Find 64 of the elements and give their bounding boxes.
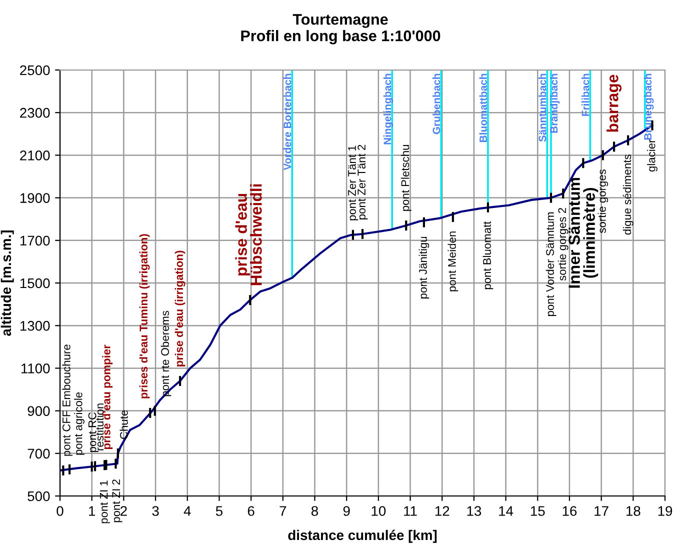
ref-line-label: Ningelingbach xyxy=(383,74,394,144)
ref-line-label: Sänntumbach xyxy=(538,74,546,142)
annotation: digue sédiments xyxy=(622,154,634,235)
x-axis-title: distance cumulée [km] xyxy=(288,530,437,543)
x-tick-label: 19 xyxy=(658,506,672,516)
annotation: pont agricole xyxy=(74,392,84,455)
annotation: prise d'eau pompier xyxy=(102,344,113,449)
annotation: pont rte Oberems xyxy=(160,310,172,396)
annotation: pont Vorder Sänntum xyxy=(546,212,556,316)
x-tick-label: 18 xyxy=(626,506,640,516)
x-tick-label: 12 xyxy=(435,506,450,516)
annotation: glacier xyxy=(647,139,658,172)
x-tick-label: 4 xyxy=(184,506,191,516)
ref-line-label: Grubenbach xyxy=(432,74,440,134)
annotation: pont Meiden xyxy=(448,232,458,292)
y-tick-label: 900 xyxy=(28,406,50,416)
annotation: sortie gorges 2 xyxy=(558,208,568,281)
x-tick-label: 15 xyxy=(530,506,545,516)
annotation: sortie gorges xyxy=(598,169,608,234)
annotation: prise d'eau (irrigation) xyxy=(174,250,186,366)
annotation: prises d'eau Tuminu (irrigation) xyxy=(139,234,150,398)
x-tick-label: 10 xyxy=(372,506,386,516)
y-tick-label: 2500 xyxy=(20,65,50,76)
x-tick-label: 1 xyxy=(89,506,96,516)
annotation: Chute xyxy=(120,410,128,439)
y-axis-title: altitude [m.s.m.] xyxy=(0,230,14,336)
x-tick-label: 6 xyxy=(248,506,254,516)
y-tick-label: 1300 xyxy=(20,320,50,331)
x-tick-label: 14 xyxy=(499,506,514,516)
x-tick-label: 2 xyxy=(120,506,127,516)
annotation: pont Zer Tänt 2 xyxy=(358,144,368,220)
x-tick-label: 16 xyxy=(562,506,577,516)
y-tick-label: 1900 xyxy=(20,193,50,203)
ref-line-label: Bruneggbach xyxy=(644,74,654,140)
x-tick-label: 8 xyxy=(311,506,318,516)
ref-line-label: Vordere Borterbach xyxy=(283,74,292,170)
x-tick-label: 0 xyxy=(56,506,64,516)
x-tick-label: 17 xyxy=(594,506,608,516)
x-tick-label: 9 xyxy=(343,506,350,516)
annotation: pont Jänitigu xyxy=(418,236,430,298)
y-tick-label: 1100 xyxy=(21,364,50,374)
annotation: pont Pletschu xyxy=(400,145,412,211)
y-tick-label: 2100 xyxy=(20,150,50,160)
x-tick-label: 3 xyxy=(152,506,159,516)
y-tick-label: 700 xyxy=(28,448,50,459)
x-tick-label: 5 xyxy=(216,506,222,516)
annotation: pont Bluomatt xyxy=(482,221,494,290)
ref-line-label: Frilibach xyxy=(581,74,590,116)
ref-line-label: Bluomattbach xyxy=(479,74,487,142)
x-tick-label: 13 xyxy=(467,506,482,516)
annotation: Inner Sänntum (limnimètre) xyxy=(568,178,598,288)
y-tick-label: 1500 xyxy=(20,278,50,288)
annotation: pont CFF Embouchure xyxy=(62,344,73,456)
annotation: pont Zer Tänt 1 xyxy=(348,146,358,220)
annotation: prise d'eau Hübschweidli xyxy=(235,184,262,286)
y-tick-label: 1700 xyxy=(20,236,50,246)
y-tick-label: 2300 xyxy=(20,108,50,118)
ref-line-label: Brändjibach xyxy=(550,74,560,133)
chart-title: Tourtemagne xyxy=(292,14,388,28)
y-tick-label: 500 xyxy=(28,491,50,502)
x-tick-label: 11 xyxy=(404,506,417,516)
chart-subtitle: Profil en long base 1:10'000 xyxy=(241,30,440,44)
x-tick-label: 7 xyxy=(280,506,286,516)
annotation: barrage xyxy=(606,74,622,132)
